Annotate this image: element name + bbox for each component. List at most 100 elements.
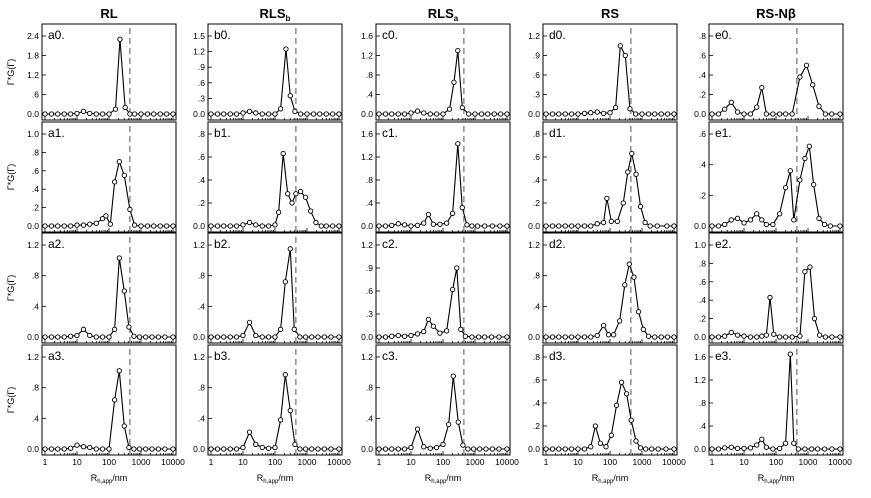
x-tick-label: 1000 (132, 457, 151, 467)
data-point (87, 444, 93, 451)
data-point (449, 286, 456, 293)
data-point (477, 446, 483, 452)
data-point (155, 446, 162, 452)
x-tick-label: 10000 (662, 457, 686, 467)
data-point (433, 111, 440, 117)
data-point (450, 373, 456, 379)
panel-a2: 0.0 .4 .8 1.2 a2. (27, 232, 177, 344)
data-point (99, 334, 106, 340)
y-tick-label: .9 (198, 62, 205, 72)
y-tick-label: .6 (699, 129, 706, 139)
data-point (233, 446, 240, 452)
data-point (771, 331, 777, 337)
y-tick-label: 0.0 (193, 221, 205, 231)
data-point (663, 446, 669, 452)
x-label-unit: /nm (112, 473, 127, 483)
x-tick-label: 10000 (495, 457, 519, 467)
y-tick-label: 1.2 (528, 31, 540, 41)
y-tick-label: .4 (699, 295, 706, 305)
data-point (265, 445, 272, 451)
data-point (221, 334, 227, 340)
data-point (304, 111, 310, 117)
x-axis-label: Rh,app/nm (592, 473, 629, 485)
data-point (395, 332, 401, 339)
data-point (789, 111, 795, 117)
data-point (575, 223, 581, 229)
data-point (309, 446, 315, 452)
y-tick-label: .2 (198, 198, 205, 208)
data-point (575, 111, 581, 117)
data-point (408, 223, 414, 229)
data-point (556, 111, 562, 117)
y-tick-label: .8 (366, 383, 373, 393)
data-point (562, 111, 568, 117)
data-point (430, 221, 437, 227)
y-tick-label: 0.0 (361, 332, 373, 342)
data-point (48, 111, 55, 117)
data-point (445, 421, 452, 428)
x-label-main: R (592, 473, 599, 483)
data-point (664, 111, 671, 117)
data-point (478, 111, 485, 117)
data-point (443, 328, 450, 334)
x-axis-label: Rh,app/nm (758, 473, 795, 485)
data-point (497, 223, 503, 229)
data-point (455, 419, 461, 425)
y-tick-label: 1.0 (694, 240, 706, 250)
y-tick-label: .6 (533, 70, 540, 80)
data-point (497, 111, 504, 117)
data-point (568, 446, 575, 452)
data-point (440, 111, 446, 117)
y-tick-label: 0.0 (193, 444, 205, 454)
y-tick-label: 1.2 (193, 47, 205, 57)
data-point (208, 111, 214, 117)
panel-b2: 0.0 .4 .8 1.2 b2. (193, 232, 343, 344)
panel-e1: 0.0 .2 .4 .6 e1. (694, 121, 844, 233)
data-point (568, 334, 575, 340)
y-tick-label: .6 (699, 51, 706, 61)
data-point (600, 219, 607, 226)
data-point (61, 111, 67, 117)
data-point (323, 111, 329, 117)
data-point (485, 111, 491, 117)
column-title-main: RLS (428, 6, 454, 21)
data-point (787, 168, 793, 174)
series-line (45, 370, 173, 450)
data-point (759, 85, 765, 91)
data-point (722, 333, 728, 339)
data-point (336, 446, 342, 452)
y-tick-label: 0.0 (27, 109, 39, 119)
data-point (425, 211, 432, 218)
data-point (282, 279, 288, 285)
data-point (671, 446, 677, 452)
column-title-main: RL (100, 6, 117, 21)
data-point (821, 221, 828, 228)
data-point (302, 334, 309, 340)
data-point (297, 446, 303, 452)
data-point (543, 446, 549, 452)
data-point (138, 111, 144, 117)
data-point (122, 104, 128, 111)
data-point (747, 217, 754, 223)
data-point (829, 111, 835, 117)
data-point (117, 36, 123, 42)
y-tick-label: 0.0 (27, 221, 39, 231)
data-point (421, 220, 427, 226)
data-point (208, 446, 214, 452)
x-tick-label: 1000 (799, 457, 818, 467)
panel-e2: 0.0 .2 .4 .6 .8 1.0 e2. (694, 232, 844, 344)
data-point (382, 111, 389, 117)
series-line (546, 380, 674, 450)
data-point (614, 218, 621, 225)
data-point (74, 332, 80, 339)
data-point (741, 220, 747, 226)
data-point (289, 200, 295, 206)
data-point (722, 221, 728, 228)
data-point (763, 332, 770, 338)
y-tick-label: .4 (699, 70, 706, 80)
data-point (754, 334, 760, 340)
x-label-sub: h,app (97, 479, 113, 485)
data-point (632, 111, 639, 117)
data-point (777, 111, 783, 117)
column-title-sub: b (286, 14, 291, 23)
